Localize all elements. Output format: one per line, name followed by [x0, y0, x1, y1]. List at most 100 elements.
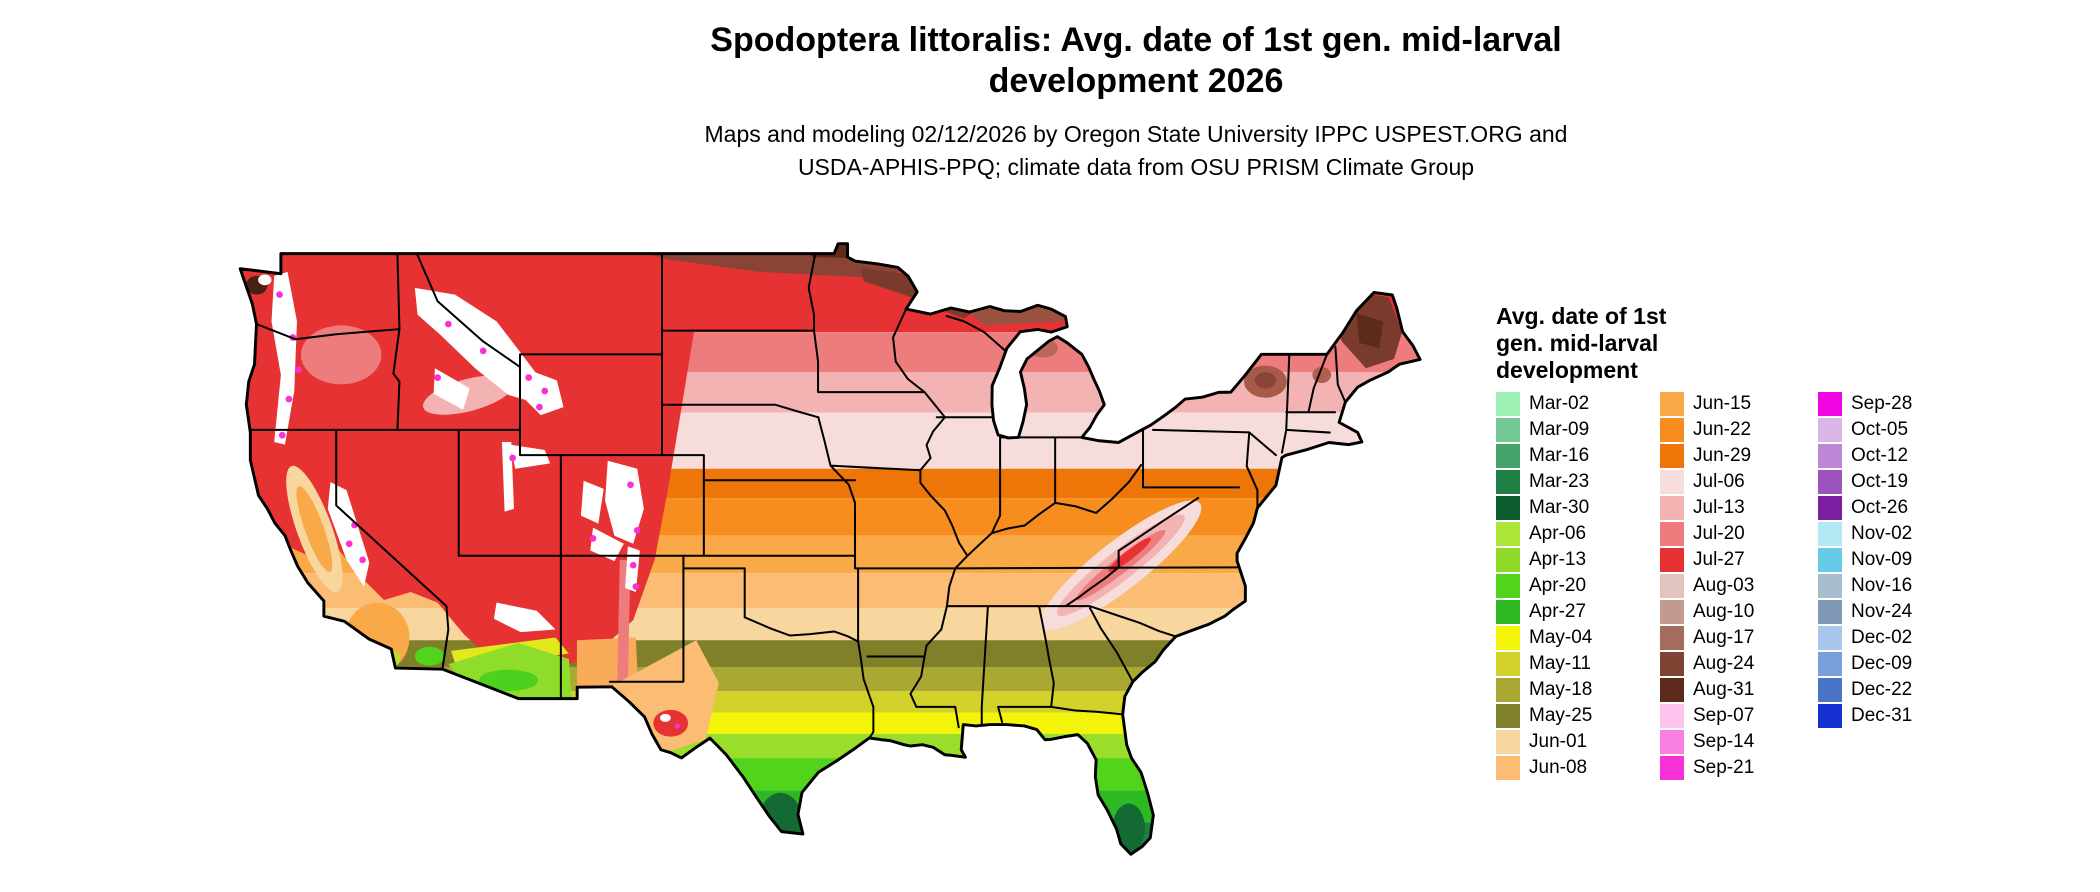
legend-row: May-25: [1496, 704, 1660, 728]
legend-label: Aug-31: [1693, 679, 1755, 700]
legend-label: Jun-22: [1693, 419, 1752, 440]
page-subtitle-line-2: USDA-APHIS-PPQ; climate data from OSU PR…: [797, 154, 1475, 180]
legend-row: Oct-05: [1818, 418, 1988, 442]
legend-label: Oct-26: [1851, 497, 1909, 518]
legend-swatch: [1818, 522, 1842, 546]
legend-label: Nov-02: [1851, 523, 1913, 544]
legend-label: Jun-15: [1693, 393, 1752, 414]
legend-row: Sep-14: [1660, 730, 1818, 754]
legend-label: Aug-17: [1693, 627, 1755, 648]
legend-swatch: [1496, 470, 1520, 494]
legend-swatch: [1496, 548, 1520, 572]
legend-row: Aug-31: [1660, 678, 1818, 702]
legend-swatch: [1818, 548, 1842, 572]
early-dark-green-patches: [759, 792, 1145, 852]
legend-swatch: [1660, 548, 1684, 572]
legend-swatch: [1818, 392, 1842, 416]
legend-swatch: [1660, 470, 1684, 494]
legend-label: Jun-29: [1693, 445, 1752, 466]
legend-label: Sep-21: [1693, 757, 1755, 778]
map-fill-layers: [240, 243, 1421, 855]
legend-row: Sep-21: [1660, 756, 1818, 780]
map-legend: Avg. date of 1st gen. mid-larval develop…: [1496, 303, 2016, 782]
magenta-specks: [276, 291, 681, 729]
legend-row: Sep-07: [1660, 704, 1818, 728]
legend-swatch: [1660, 704, 1684, 728]
legend-label: Nov-09: [1851, 549, 1913, 570]
legend-swatch: [1496, 704, 1520, 728]
legend-label: Dec-09: [1851, 653, 1913, 674]
legend-row: Mar-09: [1496, 418, 1660, 442]
legend-label: Apr-20: [1529, 575, 1587, 596]
legend-label: Aug-10: [1693, 601, 1755, 622]
state-borders: [249, 252, 1347, 739]
legend-label: Jul-27: [1693, 549, 1745, 570]
legend-label: Jul-06: [1693, 471, 1745, 492]
legend-row: Jul-27: [1660, 548, 1818, 572]
legend-row: Apr-06: [1496, 522, 1660, 546]
legend-swatch: [1660, 444, 1684, 468]
legend-label: Mar-23: [1529, 471, 1590, 492]
legend-label: Sep-07: [1693, 705, 1755, 726]
legend-label: Mar-09: [1529, 419, 1590, 440]
legend-swatch: [1496, 626, 1520, 650]
legend-swatch: [1818, 470, 1842, 494]
legend-swatch: [1496, 522, 1520, 546]
us-phenology-map: [234, 241, 1453, 884]
legend-swatch: [1818, 444, 1842, 468]
page-subtitle-line-1: Maps and modeling 02/12/2026 by Oregon S…: [704, 121, 1568, 147]
legend-row: Jun-29: [1660, 444, 1818, 468]
page-subtitle: Maps and modeling 02/12/2026 by Oregon S…: [336, 118, 1936, 184]
legend-swatch: [1660, 522, 1684, 546]
legend-label: Apr-27: [1529, 601, 1587, 622]
legend-row: Dec-31: [1818, 704, 1988, 728]
legend-row: Aug-03: [1660, 574, 1818, 598]
legend-row: Nov-09: [1818, 548, 1988, 572]
legend-row: Mar-23: [1496, 470, 1660, 494]
legend-swatch: [1496, 392, 1520, 416]
legend-row: Dec-02: [1818, 626, 1988, 650]
legend-swatch: [1818, 652, 1842, 676]
page-title-line-1: Spodoptera littoralis: Avg. date of 1st …: [710, 21, 1562, 59]
legend-label: Sep-28: [1851, 393, 1913, 414]
legend-row: Oct-19: [1818, 470, 1988, 494]
legend-row: Jul-20: [1660, 522, 1818, 546]
legend-swatch: [1496, 730, 1520, 754]
legend-swatch: [1660, 756, 1684, 780]
legend-label: Jul-20: [1693, 523, 1745, 544]
legend-swatch: [1496, 496, 1520, 520]
legend-row: Aug-17: [1660, 626, 1818, 650]
legend-label: Mar-16: [1529, 445, 1590, 466]
legend-row: Jun-15: [1660, 392, 1818, 416]
legend-swatch: [1660, 496, 1684, 520]
legend-label: Nov-16: [1851, 575, 1913, 596]
legend-label: Oct-12: [1851, 445, 1909, 466]
legend-swatch: [1818, 678, 1842, 702]
legend-label: Mar-02: [1529, 393, 1590, 414]
legend-swatch: [1818, 600, 1842, 624]
legend-label: Mar-30: [1529, 497, 1590, 518]
legend-row: Oct-12: [1818, 444, 1988, 468]
legend-row: Mar-16: [1496, 444, 1660, 468]
legend-swatch: [1660, 392, 1684, 416]
legend-row: Mar-30: [1496, 496, 1660, 520]
legend-row: Aug-10: [1660, 600, 1818, 624]
legend-swatch: [1660, 418, 1684, 442]
legend-row: Dec-09: [1818, 652, 1988, 676]
legend-swatch: [1496, 756, 1520, 780]
legend-row: Jul-13: [1660, 496, 1818, 520]
legend-label: Oct-05: [1851, 419, 1909, 440]
legend-label: May-18: [1529, 679, 1593, 700]
legend-swatch: [1496, 418, 1520, 442]
legend-row: May-11: [1496, 652, 1660, 676]
legend-swatch: [1660, 652, 1684, 676]
legend-label: Dec-31: [1851, 705, 1913, 726]
snow-white-patches: [258, 271, 671, 722]
legend-row: Jun-08: [1496, 756, 1660, 780]
legend-column-1: Mar-02 Mar-09 Mar-16 Mar-23 Mar-30 Apr-06 Apr-…: [1496, 392, 1660, 782]
legend-columns: Mar-02 Mar-09 Mar-16 Mar-23 Mar-30 Apr-06 Apr-…: [1496, 392, 2016, 782]
legend-label: Apr-06: [1529, 523, 1587, 544]
legend-label: Jun-08: [1529, 757, 1588, 778]
legend-label: Dec-02: [1851, 627, 1913, 648]
legend-swatch: [1660, 678, 1684, 702]
